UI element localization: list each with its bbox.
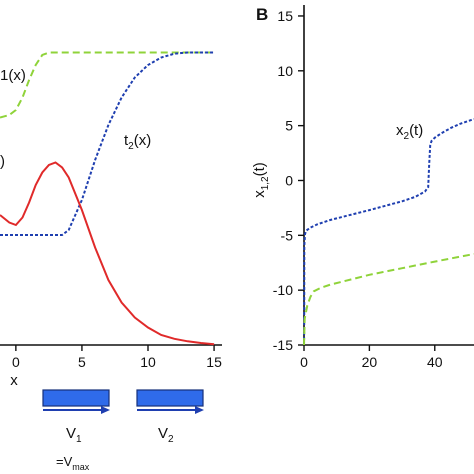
v1-arrowhead (101, 406, 110, 414)
vmax-footnote: =Vmax (56, 454, 90, 472)
panel-a-series-t1x (0, 51, 215, 119)
panel-b-y-tick-label: 0 (285, 172, 293, 188)
panel-b-label: B (256, 5, 268, 24)
v1-bar (42, 389, 110, 407)
x2-curve-label: x2(t) (396, 122, 423, 142)
v2-label: V2 (158, 425, 174, 445)
panel-b-series-x2t (303, 118, 474, 346)
panel-b-y-label: x1,2(t) (251, 162, 271, 198)
t2-curve-label: t2(x) (124, 132, 151, 152)
panel-b-y-tick-label: 10 (277, 63, 293, 79)
panel-a-series-red-curve (0, 161, 215, 346)
t1-curve-label: 1(x) (0, 67, 26, 84)
panel-b-x-tick-label: 40 (427, 354, 443, 370)
panel-a-x-tick-label: 0 (12, 354, 20, 370)
panel-b-y-tick-label: -5 (281, 227, 294, 243)
panel-b-y-tick-label: 5 (285, 118, 293, 134)
panel-b-x-tick-label: 20 (362, 354, 378, 370)
v2-bar (136, 389, 204, 407)
panel-b-y-tick-label: -15 (273, 337, 293, 353)
panel-a-series (0, 51, 215, 346)
panel-b-y-tick-label: -10 (273, 282, 293, 298)
v1-label: V1 (66, 425, 82, 445)
red-curve-label-fragment: ) (0, 153, 5, 170)
panel-b-ticks: 0 20 40 -15 -10 -5 0 5 10 15 (273, 8, 443, 370)
panel-a-x-tick-label: 15 (206, 354, 222, 370)
velocity-legend: V1 V2 =Vmax (42, 389, 204, 472)
panel-a-x-tick-label: 10 (140, 354, 156, 370)
panel-a-x-ticks: 0 5 10 15 (12, 345, 222, 370)
panel-b-series-green-curve (303, 253, 474, 346)
panel-b-y-tick-label: 15 (277, 8, 293, 24)
panel-a-x-tick-label: 5 (78, 354, 86, 370)
panel-b-x-tick-label: 0 (300, 354, 308, 370)
v2-arrowhead (195, 406, 204, 414)
panel-a-x-label: x (10, 372, 18, 389)
panel-b-series (303, 118, 474, 346)
panel-a-series-t2x (0, 51, 215, 236)
panel-b-axes (303, 5, 474, 346)
